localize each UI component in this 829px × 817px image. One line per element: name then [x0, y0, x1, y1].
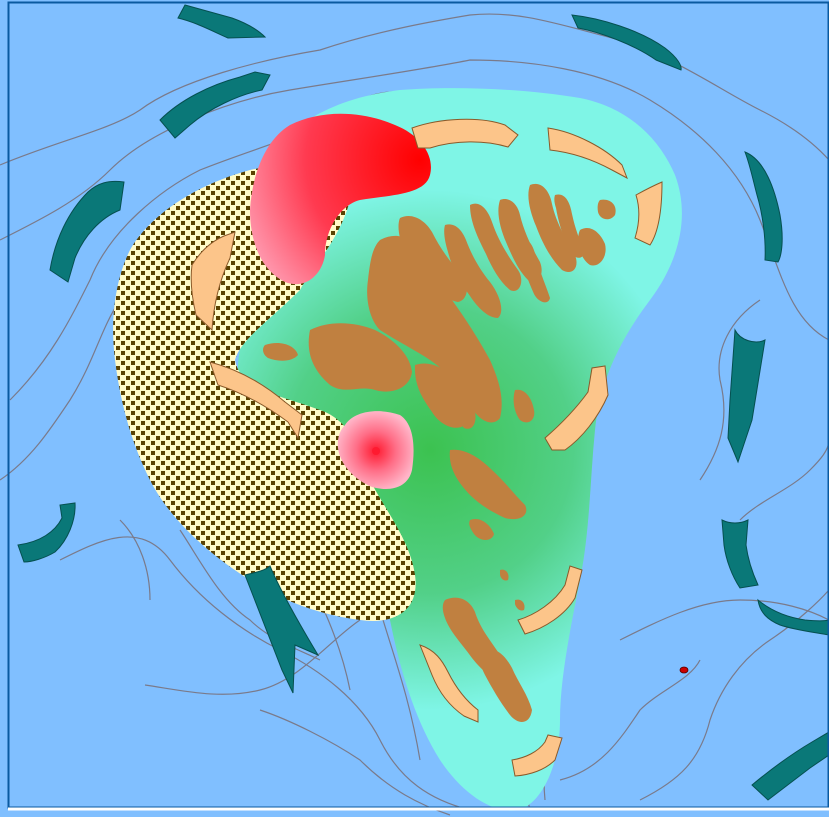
ocean-current-arrow [744, 151, 783, 263]
shelf-current-arrow [634, 181, 663, 246]
ocean-current-arrow [177, 4, 267, 39]
ocean-current-arrow [721, 519, 759, 589]
ocean-current-arrow [244, 565, 320, 694]
ocean-current-arrow [49, 180, 125, 283]
shelf-current-arrow [190, 231, 236, 332]
observation-point [679, 666, 689, 674]
ocean-current-arrow [571, 14, 682, 71]
ocean-currents [17, 4, 829, 801]
shelf-current-arrow [411, 118, 519, 149]
shelf-current-arrow [517, 565, 583, 635]
shelf-current-arrow [544, 365, 609, 451]
ocean-current-arrow [727, 328, 766, 464]
shelf-currents [190, 118, 663, 777]
shelf-current-arrow [209, 361, 303, 440]
ocean-current-arrow [751, 731, 829, 801]
ocean-current-arrow [159, 71, 271, 139]
shelf-current-arrow [511, 734, 563, 777]
shelf-current-arrow [547, 127, 628, 180]
ocean-current-arrow [757, 598, 829, 636]
hotspot-center-point [372, 447, 380, 455]
ocean-current-arrow [17, 502, 76, 563]
land-masses [263, 183, 616, 722]
upwelling-zone-north [250, 113, 431, 285]
shelf-current-arrow [419, 644, 479, 723]
